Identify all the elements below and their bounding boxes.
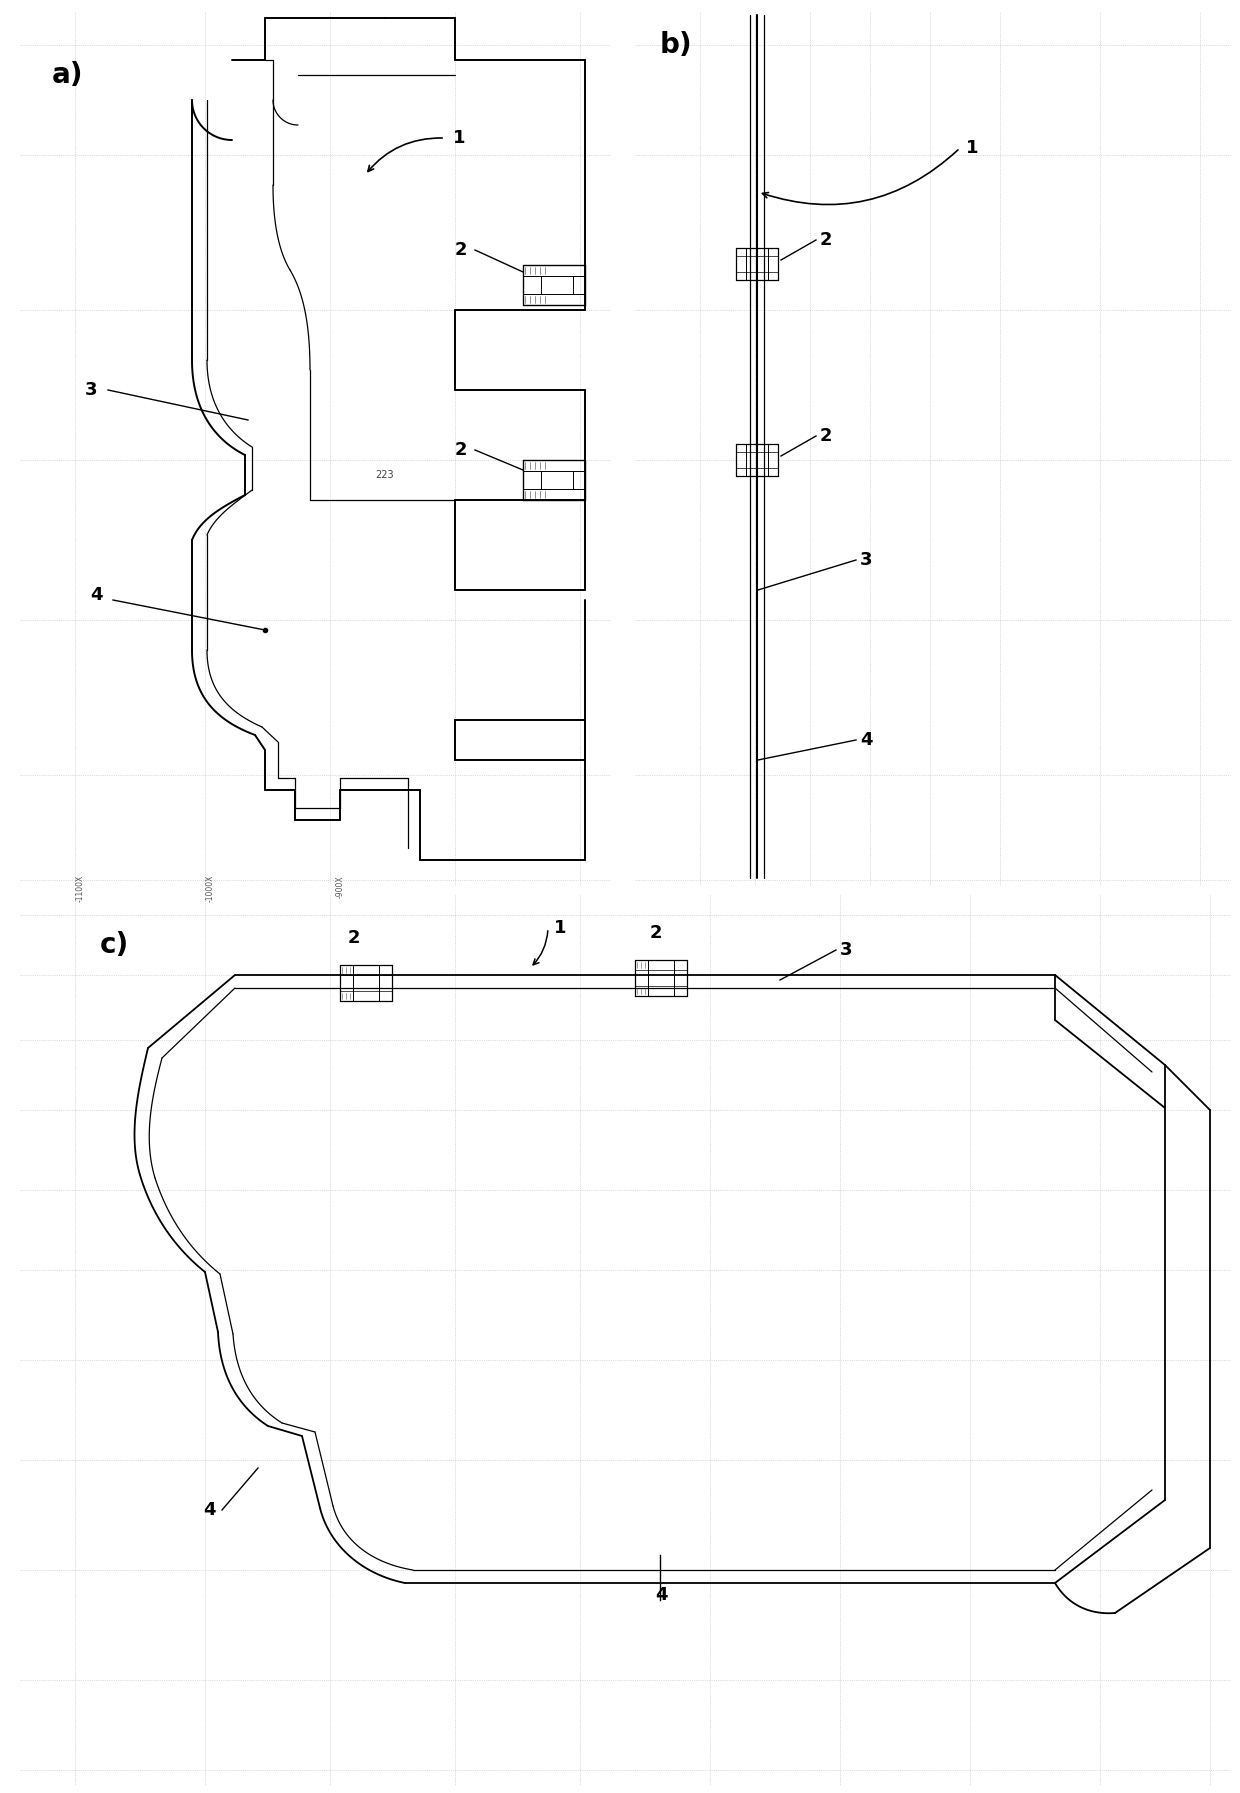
Text: 3: 3 <box>861 550 873 568</box>
Text: 2: 2 <box>820 427 832 445</box>
Text: 223: 223 <box>376 470 394 481</box>
Text: 2: 2 <box>455 441 467 459</box>
Text: 1: 1 <box>453 129 465 147</box>
Text: 2: 2 <box>820 231 832 249</box>
Text: 1: 1 <box>554 920 567 938</box>
Text: 4: 4 <box>655 1587 667 1605</box>
Text: a): a) <box>52 61 83 90</box>
Text: 1: 1 <box>966 140 978 158</box>
Text: -1100X: -1100X <box>76 875 84 902</box>
Text: -1000X: -1000X <box>206 875 215 902</box>
Text: 4: 4 <box>861 732 873 749</box>
Text: 2: 2 <box>348 929 361 947</box>
Text: 4: 4 <box>203 1501 216 1519</box>
Text: -900X: -900X <box>336 875 345 898</box>
Text: 2: 2 <box>650 923 662 941</box>
Text: b): b) <box>660 30 693 59</box>
Text: 2: 2 <box>455 240 467 258</box>
Text: c): c) <box>100 931 129 959</box>
Text: 3: 3 <box>839 941 853 959</box>
Text: 3: 3 <box>86 380 98 400</box>
Text: 4: 4 <box>91 586 103 604</box>
